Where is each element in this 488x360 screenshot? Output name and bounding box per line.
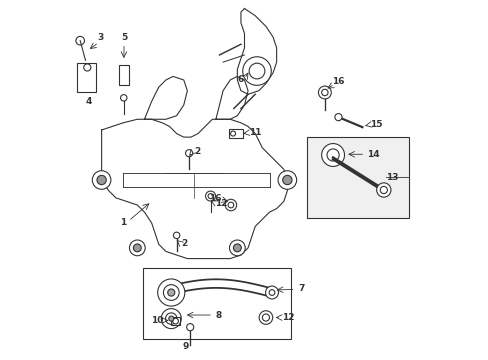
Circle shape [225, 199, 236, 211]
Circle shape [265, 286, 278, 299]
Circle shape [380, 186, 386, 194]
Circle shape [205, 191, 215, 201]
Circle shape [282, 175, 291, 185]
Text: 15: 15 [369, 120, 382, 129]
Text: 7: 7 [298, 284, 304, 293]
Circle shape [230, 131, 235, 136]
Circle shape [229, 240, 244, 256]
Circle shape [165, 313, 177, 324]
Circle shape [268, 290, 274, 296]
Text: 12: 12 [282, 313, 294, 322]
Bar [306, 137, 408, 217]
Circle shape [163, 285, 179, 300]
Text: 14: 14 [366, 150, 379, 159]
Text: 12: 12 [215, 199, 227, 208]
Text: 16: 16 [209, 194, 222, 203]
Bar [119, 64, 128, 85]
Text: 2: 2 [194, 147, 201, 156]
Polygon shape [237, 9, 276, 94]
Circle shape [76, 36, 84, 45]
Circle shape [168, 316, 173, 321]
Circle shape [227, 202, 233, 208]
Text: 2: 2 [181, 239, 187, 248]
Circle shape [262, 314, 269, 321]
Bar [229, 129, 243, 138]
Text: 1: 1 [120, 218, 125, 227]
Text: 6: 6 [237, 76, 243, 85]
Text: 8: 8 [215, 311, 221, 320]
Circle shape [83, 64, 91, 71]
Text: 10: 10 [150, 316, 163, 325]
Circle shape [334, 113, 341, 121]
Text: 11: 11 [248, 129, 261, 138]
Circle shape [167, 289, 175, 296]
Circle shape [207, 194, 213, 199]
Circle shape [133, 244, 141, 252]
Text: 4: 4 [86, 97, 92, 106]
Circle shape [321, 89, 327, 96]
Circle shape [161, 309, 181, 329]
Circle shape [157, 279, 184, 306]
Text: 9: 9 [182, 342, 188, 351]
Text: 13: 13 [386, 173, 398, 182]
Text: 16: 16 [331, 77, 344, 86]
Text: 5: 5 [121, 33, 127, 42]
Circle shape [248, 63, 264, 79]
Circle shape [326, 149, 339, 161]
Circle shape [92, 171, 111, 189]
Circle shape [259, 311, 272, 324]
Circle shape [321, 144, 344, 166]
Circle shape [185, 150, 192, 157]
Circle shape [97, 175, 106, 185]
Circle shape [318, 86, 331, 99]
Circle shape [121, 95, 127, 101]
Bar [171, 317, 180, 325]
Circle shape [233, 244, 241, 252]
Text: 3: 3 [97, 33, 103, 42]
Circle shape [172, 318, 178, 324]
Circle shape [242, 57, 271, 85]
Bar [142, 267, 290, 339]
Polygon shape [216, 76, 247, 119]
Polygon shape [144, 76, 187, 119]
Polygon shape [102, 119, 287, 258]
Circle shape [129, 240, 145, 256]
Circle shape [278, 171, 296, 189]
Circle shape [173, 232, 180, 239]
Circle shape [186, 324, 193, 331]
Circle shape [376, 183, 390, 197]
Bar [77, 63, 96, 93]
